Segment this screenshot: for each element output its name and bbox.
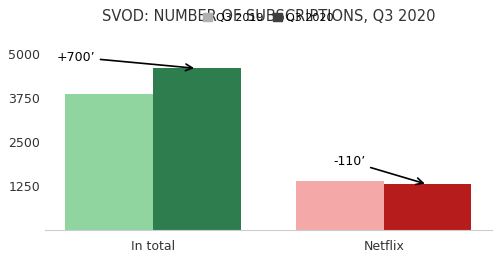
Text: -110’: -110’ bbox=[333, 155, 423, 185]
Title: SVOD: NUMBER OF SUBSCRIPTIONS, Q3 2020: SVOD: NUMBER OF SUBSCRIPTIONS, Q3 2020 bbox=[102, 9, 435, 23]
Text: +700’: +700’ bbox=[56, 51, 192, 71]
Legend: Q3 2019, Q3 2020: Q3 2019, Q3 2020 bbox=[198, 8, 338, 27]
Bar bbox=[66, 94, 153, 230]
Bar bbox=[384, 185, 472, 230]
Bar bbox=[153, 68, 241, 230]
Bar bbox=[296, 181, 384, 230]
